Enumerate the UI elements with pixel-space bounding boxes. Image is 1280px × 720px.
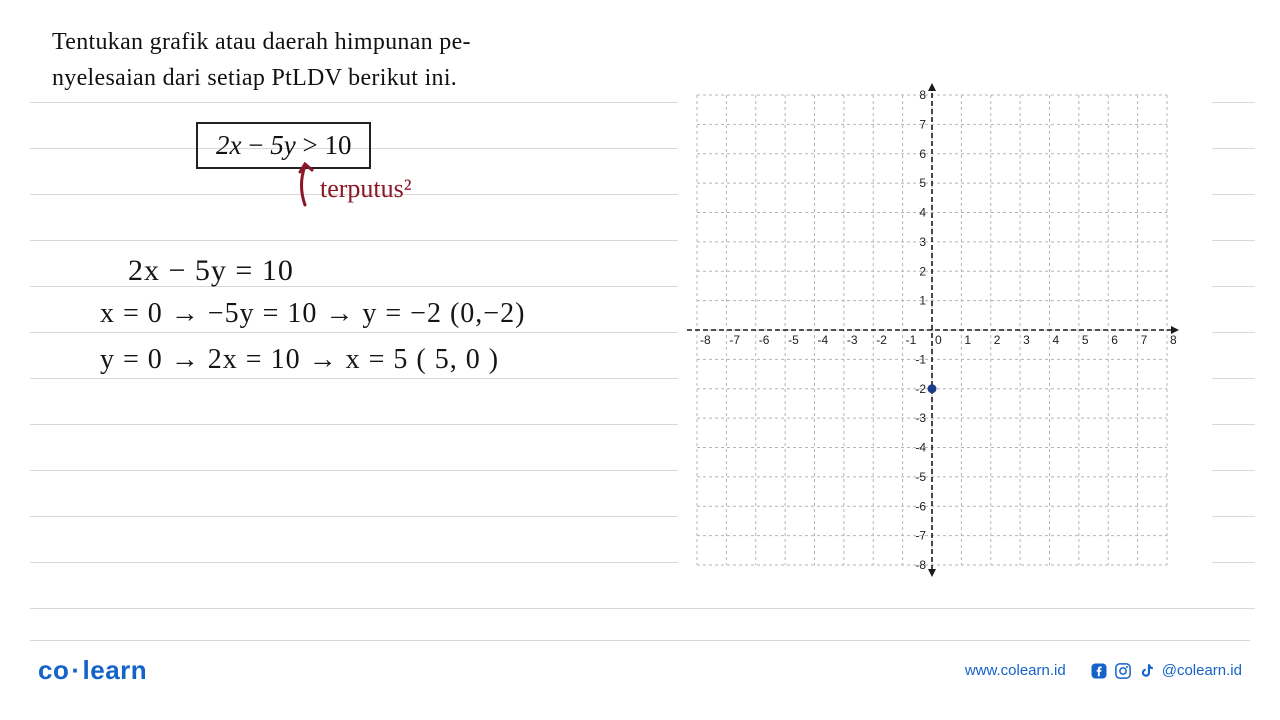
svg-text:-7: -7 [729,333,740,347]
svg-text:2: 2 [994,333,1001,347]
svg-text:4: 4 [919,206,926,220]
facebook-icon [1090,662,1108,680]
svg-text:1: 1 [964,333,971,347]
question-line1: Tentukan grafik atau daerah himpunan pe- [52,29,471,55]
inequality-box: 2x − 5y > 10 [196,122,371,169]
svg-text:-3: -3 [915,411,926,425]
ineq-gt: > [296,130,325,160]
brand-part-b: learn [83,655,148,685]
svg-text:-6: -6 [759,333,770,347]
svg-text:8: 8 [919,88,926,102]
svg-text:7: 7 [919,117,926,131]
brand-dot: · [69,655,82,685]
tiktok-icon [1138,662,1156,680]
brand-logo: co·learn [38,655,147,686]
svg-text:-8: -8 [915,558,926,572]
brand-part-a: co [38,655,69,685]
red-annotation-label: terputus² [320,174,412,203]
question-text: Tentukan grafik atau daerah himpunan pe-… [52,24,471,96]
coordinate-graph: -8 -7 -6 -5 -4 -3 -2 -1 0 1 2 3 4 5 6 7 8 -8 -7 -6 -5 -4 -3 -2 -… [682,80,1182,580]
svg-text:8: 8 [1170,333,1177,347]
svg-text:-4: -4 [818,333,829,347]
svg-text:-2: -2 [915,382,926,396]
svg-text:5: 5 [919,176,926,190]
svg-text:7: 7 [1141,333,1148,347]
svg-text:-1: -1 [915,352,926,366]
svg-text:-6: -6 [915,499,926,513]
svg-text:-8: -8 [700,333,711,347]
page-root: Tentukan grafik atau daerah himpunan pe-… [0,0,1280,720]
footer-right: www.colearn.id @colearn.id [965,662,1242,680]
svg-text:-5: -5 [915,470,926,484]
svg-text:-4: -4 [915,441,926,455]
svg-text:-7: -7 [915,529,926,543]
red-annotation-text: terputus² [320,174,412,204]
svg-text:-3: -3 [847,333,858,347]
working-x0: x = 0 → −5y = 10 → y = −2 (0,−2) [100,298,525,330]
svg-text:3: 3 [1023,333,1030,347]
svg-text:6: 6 [919,147,926,161]
footer-url: www.colearn.id [965,662,1066,679]
svg-text:0: 0 [935,333,942,347]
instagram-icon [1114,662,1132,680]
svg-text:4: 4 [1053,333,1060,347]
ineq-rhs: 10 [324,130,351,160]
svg-text:2: 2 [919,264,926,278]
svg-text:-2: -2 [876,333,887,347]
ineq-mid: 5y [270,130,295,160]
footer: co·learn www.colearn.id @colearn.id [30,640,1250,700]
working-y0: y = 0 → 2x = 10 → x = 5 ( 5, 0 ) [100,344,499,376]
svg-text:-5: -5 [788,333,799,347]
svg-text:5: 5 [1082,333,1089,347]
social-handle: @colearn.id [1162,662,1242,679]
social-icons: @colearn.id [1090,662,1242,680]
question-line2: nyelesaian dari setiap PtLDV berikut ini… [52,65,457,91]
working-eq: 2x − 5y = 10 [128,254,294,288]
svg-text:-1: -1 [906,333,917,347]
svg-text:1: 1 [919,294,926,308]
svg-text:3: 3 [919,235,926,249]
ineq-lhs: 2x [216,130,241,160]
ineq-minus: − [241,130,270,160]
svg-text:6: 6 [1111,333,1118,347]
